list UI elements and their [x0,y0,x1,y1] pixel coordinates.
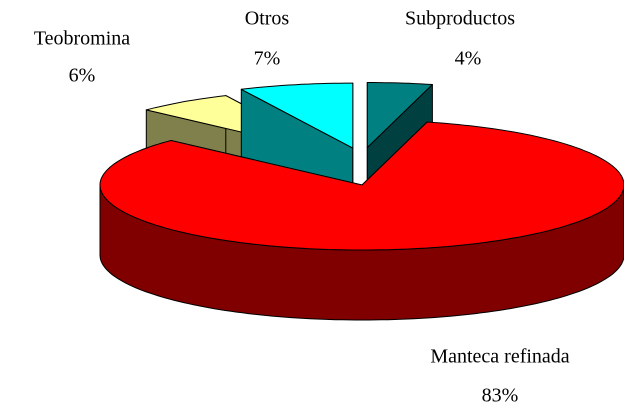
slice-top [99,121,624,251]
slice-label: Teobromina [34,28,130,50]
slice-value-label: 4% [455,48,482,70]
slice-value-label: 7% [254,48,281,70]
slice-label: Subproductos [405,8,515,30]
slice-label: Otros [245,8,290,30]
slice-top [366,82,433,148]
slice-label: Manteca refinada [430,346,569,368]
slice-top [240,82,354,149]
slice-value-label: 6% [69,65,96,87]
slice-value-label: 83% [482,385,519,407]
